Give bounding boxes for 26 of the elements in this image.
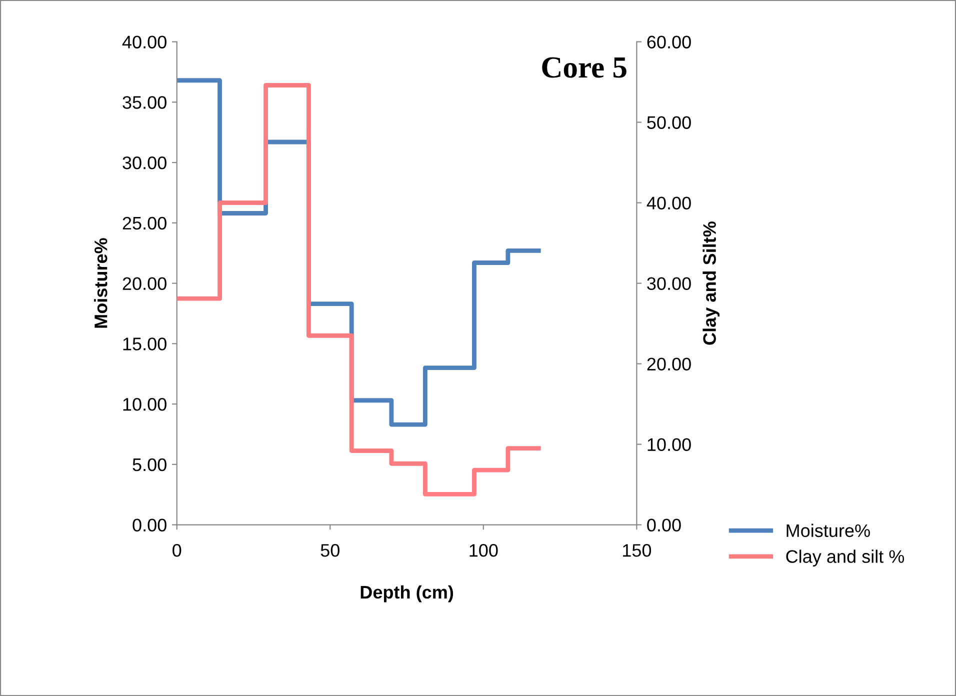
x-tick-label: 50 — [320, 544, 340, 557]
y-tick-label: 15.00 — [123, 338, 166, 350]
x-axis-title: Depth (cm) — [360, 585, 454, 602]
y-axis-title: Moisture% — [94, 238, 108, 328]
x-tick-label: 0 — [172, 544, 182, 557]
y2-axis-title: Clay and Silt% — [702, 222, 720, 345]
legend-label: Moisture% — [786, 524, 870, 538]
y-tick-label: 35.00 — [122, 96, 166, 109]
y2-tick-label: 60.00 — [647, 36, 691, 48]
y2-tick-label: 50.00 — [647, 116, 691, 129]
x-tick-label: 100 — [470, 544, 498, 557]
y-tick-label: 10.00 — [123, 398, 166, 411]
y2-tick-label: 10.00 — [648, 438, 691, 451]
y2-tick-label: 0.00 — [647, 518, 681, 532]
y-tick-label: 25.00 — [122, 216, 166, 230]
chart-title: Core 5 — [542, 57, 626, 78]
x-tick-label: 150 — [623, 544, 652, 557]
legend-label: Clay and silt % — [786, 550, 904, 566]
y-tick-label: 20.00 — [122, 277, 166, 290]
y2-tick-label: 20.00 — [647, 358, 691, 370]
y-tick-label: 30.00 — [122, 156, 166, 170]
y-tick-label: 40.00 — [122, 36, 166, 48]
y-tick-label: 0.00 — [132, 518, 166, 532]
y-tick-label: 5.00 — [132, 458, 166, 472]
y2-tick-label: 40.00 — [646, 196, 691, 210]
y2-tick-label: 30.00 — [647, 277, 691, 290]
